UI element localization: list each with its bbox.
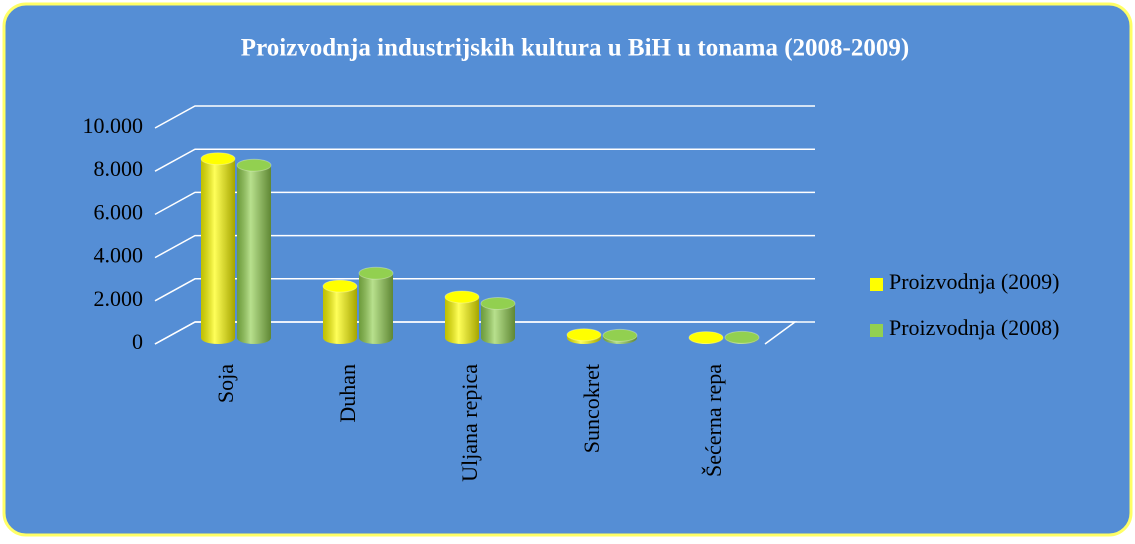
x-tick-label: Suncokret — [579, 364, 604, 453]
bar-shade — [359, 273, 393, 344]
y-tick-label: 6.000 — [94, 199, 144, 224]
bar-top — [200, 152, 236, 166]
bar-top — [236, 158, 272, 172]
legend-swatch — [870, 278, 883, 291]
legend-label: Proizvodnja (2009) — [889, 269, 1059, 294]
x-tick-label: Soja — [213, 364, 238, 403]
y-tick-label: 4.000 — [94, 243, 144, 268]
bar-top — [688, 331, 724, 345]
bar-shade — [237, 165, 271, 344]
bar-top — [358, 266, 394, 280]
y-tick-label: 0 — [132, 329, 143, 354]
x-tick-label: Uljana repica — [457, 364, 482, 482]
background — [2, 2, 1133, 537]
legend-swatch — [870, 324, 883, 337]
bar-top — [602, 328, 638, 342]
grid-line — [154, 191, 815, 216]
x-tick-label: Šećerna repa — [701, 364, 726, 477]
bar-shade — [323, 286, 357, 344]
bar-top — [480, 296, 516, 310]
y-tick-label: 2.000 — [94, 286, 144, 311]
bar-shade — [201, 158, 235, 344]
legend-label: Proizvodnja (2008) — [889, 315, 1059, 340]
chart-title: Proizvodnja industrijskih kultura u BiH … — [241, 35, 909, 62]
bar-shade — [445, 296, 479, 344]
y-tick-label: 10.000 — [83, 113, 144, 138]
bar-top — [444, 290, 480, 304]
grid-line — [154, 321, 815, 345]
bar-top — [724, 330, 760, 344]
grid-line — [154, 148, 815, 172]
grid-line — [154, 278, 815, 302]
y-tick-label: 8.000 — [94, 156, 144, 181]
grid-line — [154, 234, 815, 259]
bar-shade — [481, 303, 515, 344]
x-tick-label: Duhan — [335, 364, 360, 423]
bar-top — [566, 328, 602, 342]
grid-line — [154, 105, 815, 129]
bar-top — [322, 279, 358, 293]
